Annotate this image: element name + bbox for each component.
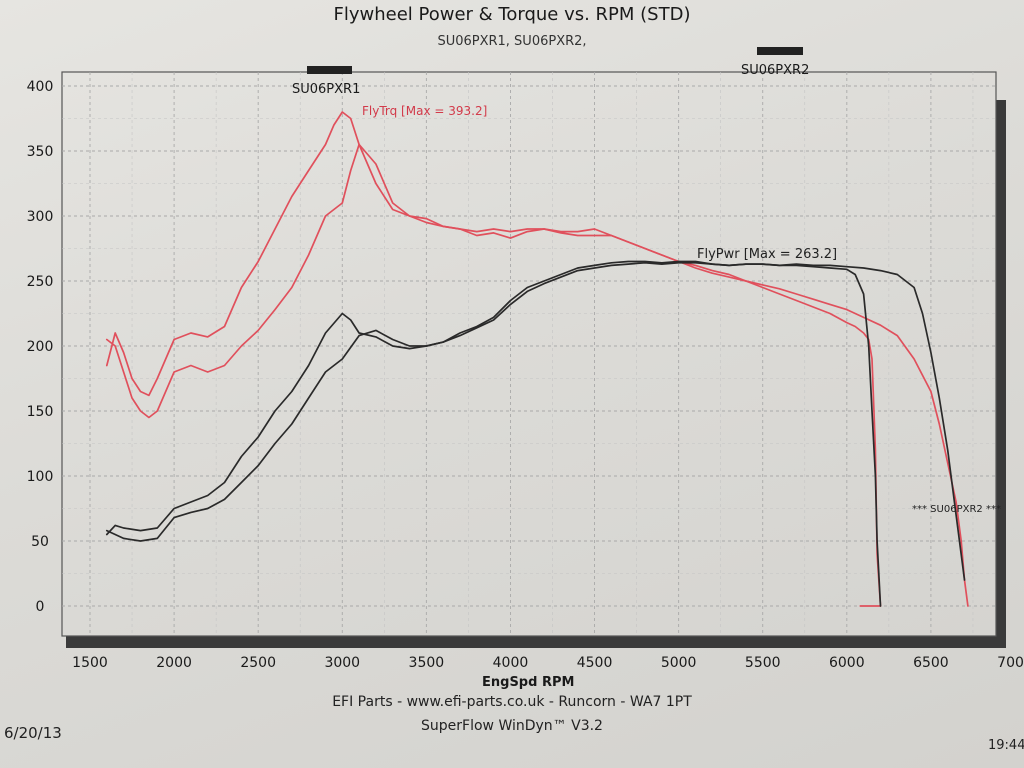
series-line-su06pxr2 — [105, 261, 966, 581]
x-axis: 1500 2000 2500 3000 3500 4000 4500 5000 5500 6000… — [72, 655, 1024, 671]
y-axis: 0 50 100 150 200 250 300 350 400 — [27, 79, 54, 615]
x-tick-label: 1500 — [72, 655, 108, 671]
y-tick-label: 150 — [27, 404, 54, 420]
footer-shop-info: EFI Parts - www.efi-parts.co.uk - Runcor… — [332, 694, 692, 710]
series-line-su06pxr2 — [105, 143, 969, 607]
power-torque-chart: 0 50 100 150 200 250 300 350 400 1500 2000 2500 300… — [27, 47, 1024, 690]
x-tick-label: 6500 — [913, 655, 949, 671]
series-line-su06pxr1 — [105, 111, 882, 607]
x-tick-label: 5500 — [745, 655, 781, 671]
x-tick-label: 4000 — [493, 655, 529, 671]
end-run-annotation: *** SU06PXR2 *** — [912, 504, 1001, 515]
x-tick-label: 3000 — [324, 655, 360, 671]
plot-frame — [61, 71, 997, 637]
y-tick-label: 300 — [27, 209, 54, 225]
chart-subtitle: SU06PXR1, SU06PXR2, — [437, 34, 587, 49]
footer-software: SuperFlow WinDyn™ V3.2 — [421, 718, 603, 734]
x-tick-label: 4500 — [577, 655, 613, 671]
legend-label-su06pxr2: SU06PXR2 — [741, 63, 809, 78]
y-tick-label: 400 — [27, 79, 54, 95]
chart-title: Flywheel Power & Torque vs. RPM (STD) — [333, 4, 691, 25]
print-date: 6/20/13 — [4, 724, 62, 742]
frame-shadow-right — [996, 100, 1006, 648]
x-tick-label: 3500 — [409, 655, 445, 671]
y-tick-label: 200 — [27, 339, 54, 355]
y-tick-label: 350 — [27, 144, 54, 160]
series-line-su06pxr1 — [105, 260, 882, 607]
y-tick-label: 250 — [27, 274, 54, 290]
x-axis-label: EngSpd RPM — [482, 675, 574, 690]
x-tick-label: 2000 — [156, 655, 192, 671]
y-tick-label: 0 — [36, 599, 45, 615]
power-max-annotation: FlyPwr [Max = 263.2] — [697, 247, 837, 262]
x-tick-label: 5000 — [661, 655, 697, 671]
x-tick-label: 7000 — [997, 655, 1024, 671]
y-tick-label: 100 — [27, 469, 54, 485]
x-tick-label: 6000 — [829, 655, 865, 671]
y-tick-label: 50 — [31, 534, 49, 550]
legend-label-su06pxr1: SU06PXR1 — [292, 82, 360, 97]
print-time: 19:44 — [988, 738, 1024, 753]
torque-max-annotation: FlyTrq [Max = 393.2] — [362, 104, 487, 118]
x-tick-label: 2500 — [240, 655, 276, 671]
chart-series — [105, 111, 969, 607]
legend-marker-su06pxr2 — [757, 47, 803, 55]
frame-shadow-bottom — [66, 636, 996, 648]
chart-grid — [62, 72, 996, 636]
legend-marker-su06pxr1 — [307, 66, 352, 74]
